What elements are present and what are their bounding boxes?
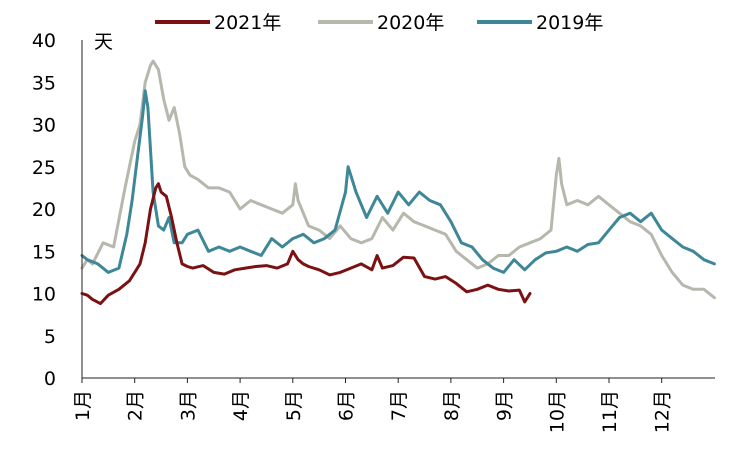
y-tick-label: 20 xyxy=(32,199,56,221)
x-tick-label: 4月 xyxy=(230,390,252,421)
x-tick-label: 1月 xyxy=(72,390,94,421)
y-tick-label: 0 xyxy=(44,368,56,390)
y-tick-label: 10 xyxy=(32,284,56,306)
y-axis-ticks: 0 5 10 15 20 25 30 35 40 xyxy=(32,30,56,390)
x-axis-ticks: 1月 2月 3月 4月 5月 6月 7月 8月 9月 10月 11月 12月 xyxy=(72,378,674,433)
series-layer xyxy=(80,59,716,306)
y-tick-label: 5 xyxy=(44,326,56,348)
y-tick-label: 15 xyxy=(32,241,56,263)
series-line-2019年 xyxy=(80,89,716,274)
x-tick-label: 6月 xyxy=(336,390,358,421)
y-tick-label: 40 xyxy=(32,30,56,52)
series-line-2021年 xyxy=(80,182,532,306)
legend: 2021年 2020年 2019年 xyxy=(155,12,603,34)
x-tick-label: 5月 xyxy=(283,390,305,421)
legend-label: 2021年 xyxy=(214,12,281,34)
x-tick-label: 9月 xyxy=(494,390,516,421)
x-tick-label: 8月 xyxy=(441,390,463,421)
x-tick-label: 12月 xyxy=(652,390,674,433)
y-tick-label: 30 xyxy=(32,115,56,137)
y-tick-label: 35 xyxy=(32,72,56,94)
legend-label: 2019年 xyxy=(536,12,603,34)
x-tick-label: 10月 xyxy=(546,390,568,433)
x-tick-label: 3月 xyxy=(177,390,199,421)
y-tick-label: 25 xyxy=(32,157,56,179)
x-tick-label: 7月 xyxy=(388,390,410,421)
y-axis-unit-label: 天 xyxy=(94,31,113,53)
x-tick-label: 2月 xyxy=(125,390,147,421)
series-line-2020年 xyxy=(80,59,716,300)
x-tick-label: 11月 xyxy=(599,390,621,433)
legend-label: 2020年 xyxy=(377,12,444,34)
